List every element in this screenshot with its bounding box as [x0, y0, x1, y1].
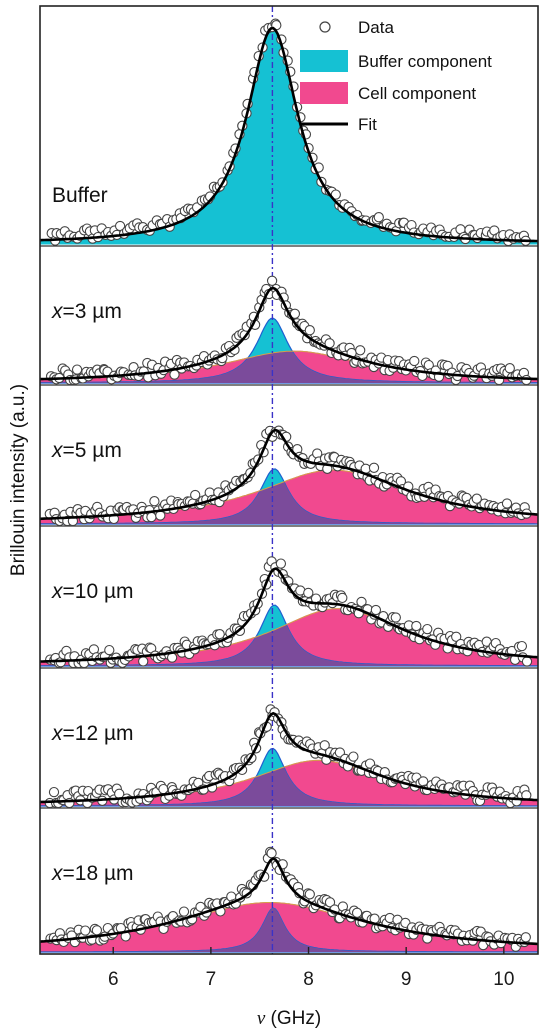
x-axis-unit: (GHz)	[265, 1008, 321, 1029]
legend-swatch	[300, 82, 348, 104]
data-point	[370, 604, 382, 616]
data-point	[516, 640, 528, 652]
data-point	[521, 656, 533, 667]
data-point	[319, 740, 330, 751]
panel-4-fit-curve	[40, 711, 538, 804]
data-point	[190, 489, 201, 501]
data-point	[236, 764, 248, 776]
panel-label-variable: x	[51, 722, 64, 745]
data-point	[71, 364, 83, 375]
data-point	[368, 462, 380, 473]
data-point	[337, 592, 348, 604]
legend-data-marker	[319, 21, 331, 33]
panel-label-unit: µm	[98, 722, 133, 745]
data-point	[520, 932, 531, 943]
panel-label-unit: µm	[86, 300, 121, 323]
data-point	[348, 751, 359, 762]
panel-dividers	[40, 245, 538, 809]
panel-label-value: =10	[63, 580, 99, 603]
overlap-area	[40, 482, 538, 524]
overlap-area	[40, 767, 538, 806]
legend-label: Fit	[358, 115, 377, 134]
data-point	[390, 612, 401, 623]
x-axis-symbol: ν	[257, 1008, 266, 1029]
data-point	[266, 848, 277, 859]
data-point	[48, 786, 60, 798]
data-point	[266, 275, 278, 286]
data-point	[418, 776, 429, 787]
data-point	[178, 906, 190, 917]
panel-label-variable: x	[51, 862, 64, 885]
data-point	[409, 355, 420, 367]
panel-label: x=3 µm	[51, 300, 122, 323]
data-point	[501, 498, 513, 509]
data-point	[304, 889, 315, 900]
component-fills	[40, 27, 538, 953]
overlap-area	[40, 625, 538, 666]
legend: Data Buffer component Cell component Fit	[300, 18, 492, 134]
panel-label: x=18 µm	[51, 862, 134, 885]
panel-label-unit: µm	[98, 862, 133, 885]
data-point	[324, 897, 336, 908]
data-point	[451, 631, 462, 642]
panel-label-value: Buffer	[52, 184, 108, 207]
data-point	[138, 656, 149, 667]
panel-2-fit-curve	[40, 428, 538, 521]
data-point	[471, 493, 482, 504]
legend-label: Buffer component	[358, 52, 492, 71]
data-point	[304, 325, 315, 336]
data-point	[149, 496, 160, 507]
panel-label: x=5 µm	[51, 439, 122, 462]
data-point	[373, 212, 384, 223]
panel-label: Buffer	[52, 184, 108, 207]
overlap-area	[40, 908, 538, 952]
data-point	[303, 587, 314, 599]
data-point	[422, 623, 433, 635]
x-tick-label: 7	[206, 969, 217, 990]
data-point	[275, 558, 287, 569]
x-tick-label: 9	[401, 969, 412, 990]
panel-label-variable: x	[51, 439, 64, 462]
panel-3-fit-curve	[40, 567, 538, 663]
x-tick-label: 8	[303, 969, 314, 990]
legend-swatch	[300, 50, 348, 72]
overlap-area	[40, 351, 538, 383]
data-point	[411, 620, 422, 632]
panel-label-value: =12	[63, 722, 99, 745]
panel-label-variable: x	[51, 580, 64, 603]
x-tick-label: 10	[493, 969, 514, 990]
data-point	[356, 596, 367, 608]
data-point	[104, 644, 115, 656]
panel-label: x=12 µm	[51, 722, 134, 745]
panel-1-fit-curve	[40, 286, 538, 381]
fit-curves	[40, 26, 538, 946]
data-point	[91, 925, 103, 936]
panel-0-fit-curve	[40, 26, 538, 243]
y-axis-label: Brillouin intensity (a.u.)	[8, 384, 29, 576]
data-point	[351, 907, 363, 918]
x-axis-label: ν (GHz)	[257, 1008, 321, 1029]
data-point	[80, 925, 91, 936]
x-axis-ticks: 6 7 8 9 10	[108, 947, 514, 990]
x-tick-label: 6	[108, 969, 119, 990]
panel-label-variable: x	[51, 300, 64, 323]
legend-label: Cell component	[358, 84, 476, 103]
panel-label-unit: µm	[86, 439, 121, 462]
panel-label-value: =18	[63, 862, 99, 885]
legend-label: Data	[358, 18, 394, 37]
panel-label-unit: µm	[98, 580, 133, 603]
panel-label-value: =5	[63, 439, 87, 462]
data-point	[355, 345, 366, 356]
plot-frame	[39, 5, 539, 955]
panel-label: x=10 µm	[51, 580, 134, 603]
panel-label-value: =3	[63, 300, 87, 323]
panel-5-fit-curve	[40, 857, 538, 946]
